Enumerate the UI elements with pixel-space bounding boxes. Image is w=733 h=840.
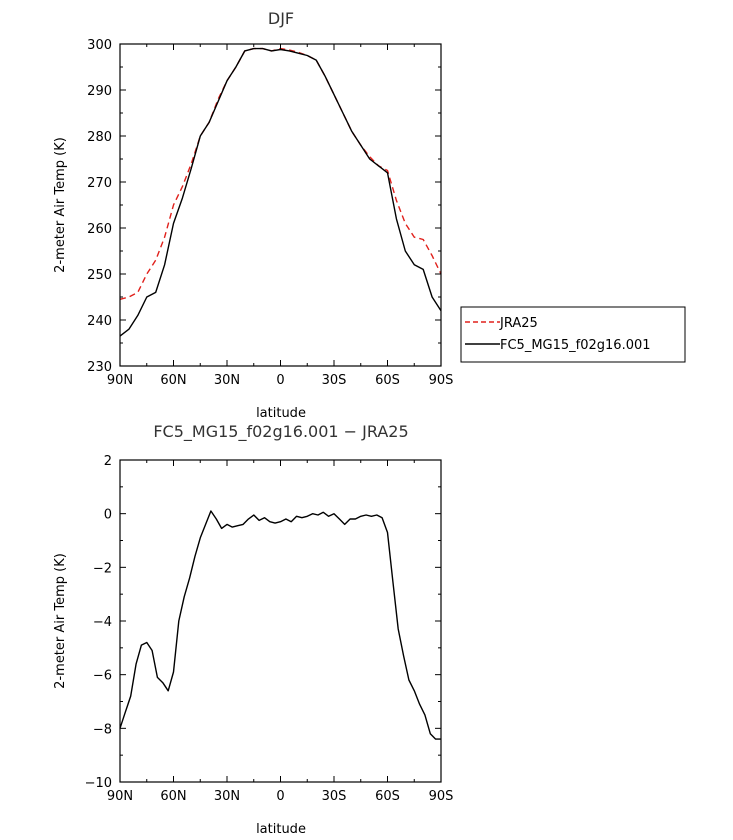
- x-tick-label: 60S: [375, 373, 400, 388]
- x-tick-label: 30S: [322, 789, 347, 804]
- y-tick-label: 230: [87, 360, 112, 375]
- plot-frame: [119, 43, 442, 367]
- chart-title: FC5_MG15_f02g16.001 − JRA25: [153, 422, 408, 442]
- y-tick-label: 260: [87, 222, 112, 237]
- series-line-jra25: [119, 47, 442, 300]
- y-tick-label: −2: [93, 561, 112, 576]
- legend: JRA25 FC5_MG15_f02g16.001: [460, 306, 686, 363]
- y-axis-label: 2-meter Air Temp (K): [53, 553, 68, 689]
- x-tick-label: 90N: [107, 373, 133, 388]
- x-tick-label: 30N: [214, 789, 240, 804]
- y-tick-label: 280: [87, 130, 112, 145]
- y-tick-label: −10: [85, 776, 112, 791]
- legend-box: [460, 306, 686, 363]
- y-tick-label: 270: [87, 176, 112, 191]
- temperature-panel: DJF 90N 60N 30N 0 30S 60S 90S 230 240 250 260 270 28…: [53, 9, 453, 421]
- y-tick-label: −8: [93, 722, 112, 737]
- x-axis-label: latitude: [256, 822, 306, 837]
- plot-frame: [119, 459, 442, 783]
- series-line-difference: [119, 510, 441, 740]
- difference-panel: FC5_MG15_f02g16.001 − JRA25 90N 60N 30N 0 30…: [53, 422, 453, 837]
- y-tick-label: 290: [87, 84, 112, 99]
- y-tick-label: 240: [87, 314, 112, 329]
- y-tick-label: −4: [93, 615, 112, 630]
- x-tick-label: 90S: [429, 789, 454, 804]
- y-axis-label: 2-meter Air Temp (K): [53, 137, 68, 273]
- x-tick-label: 60S: [375, 789, 400, 804]
- x-tick-label: 60N: [160, 373, 186, 388]
- y-tick-label: 250: [87, 268, 112, 283]
- legend-label-fc5: FC5_MG15_f02g16.001: [500, 338, 651, 353]
- x-tick-label: 0: [276, 789, 284, 804]
- y-tick-label: −6: [93, 669, 112, 684]
- y-tick-label: 2: [104, 454, 112, 469]
- y-tick-label: 300: [87, 38, 112, 53]
- x-axis-label: latitude: [256, 406, 306, 421]
- x-tick-label: 30N: [214, 373, 240, 388]
- x-tick-label: 0: [276, 373, 284, 388]
- legend-label-jra25: JRA25: [499, 316, 538, 331]
- series-line-fc5-mg15-f02g16-001: [119, 47, 442, 337]
- chart-title: DJF: [268, 9, 294, 28]
- y-tick-label: 0: [104, 508, 112, 523]
- x-tick-label: 90N: [107, 789, 133, 804]
- x-tick-label: 30S: [322, 373, 347, 388]
- x-tick-label: 60N: [160, 789, 186, 804]
- x-tick-label: 90S: [429, 373, 454, 388]
